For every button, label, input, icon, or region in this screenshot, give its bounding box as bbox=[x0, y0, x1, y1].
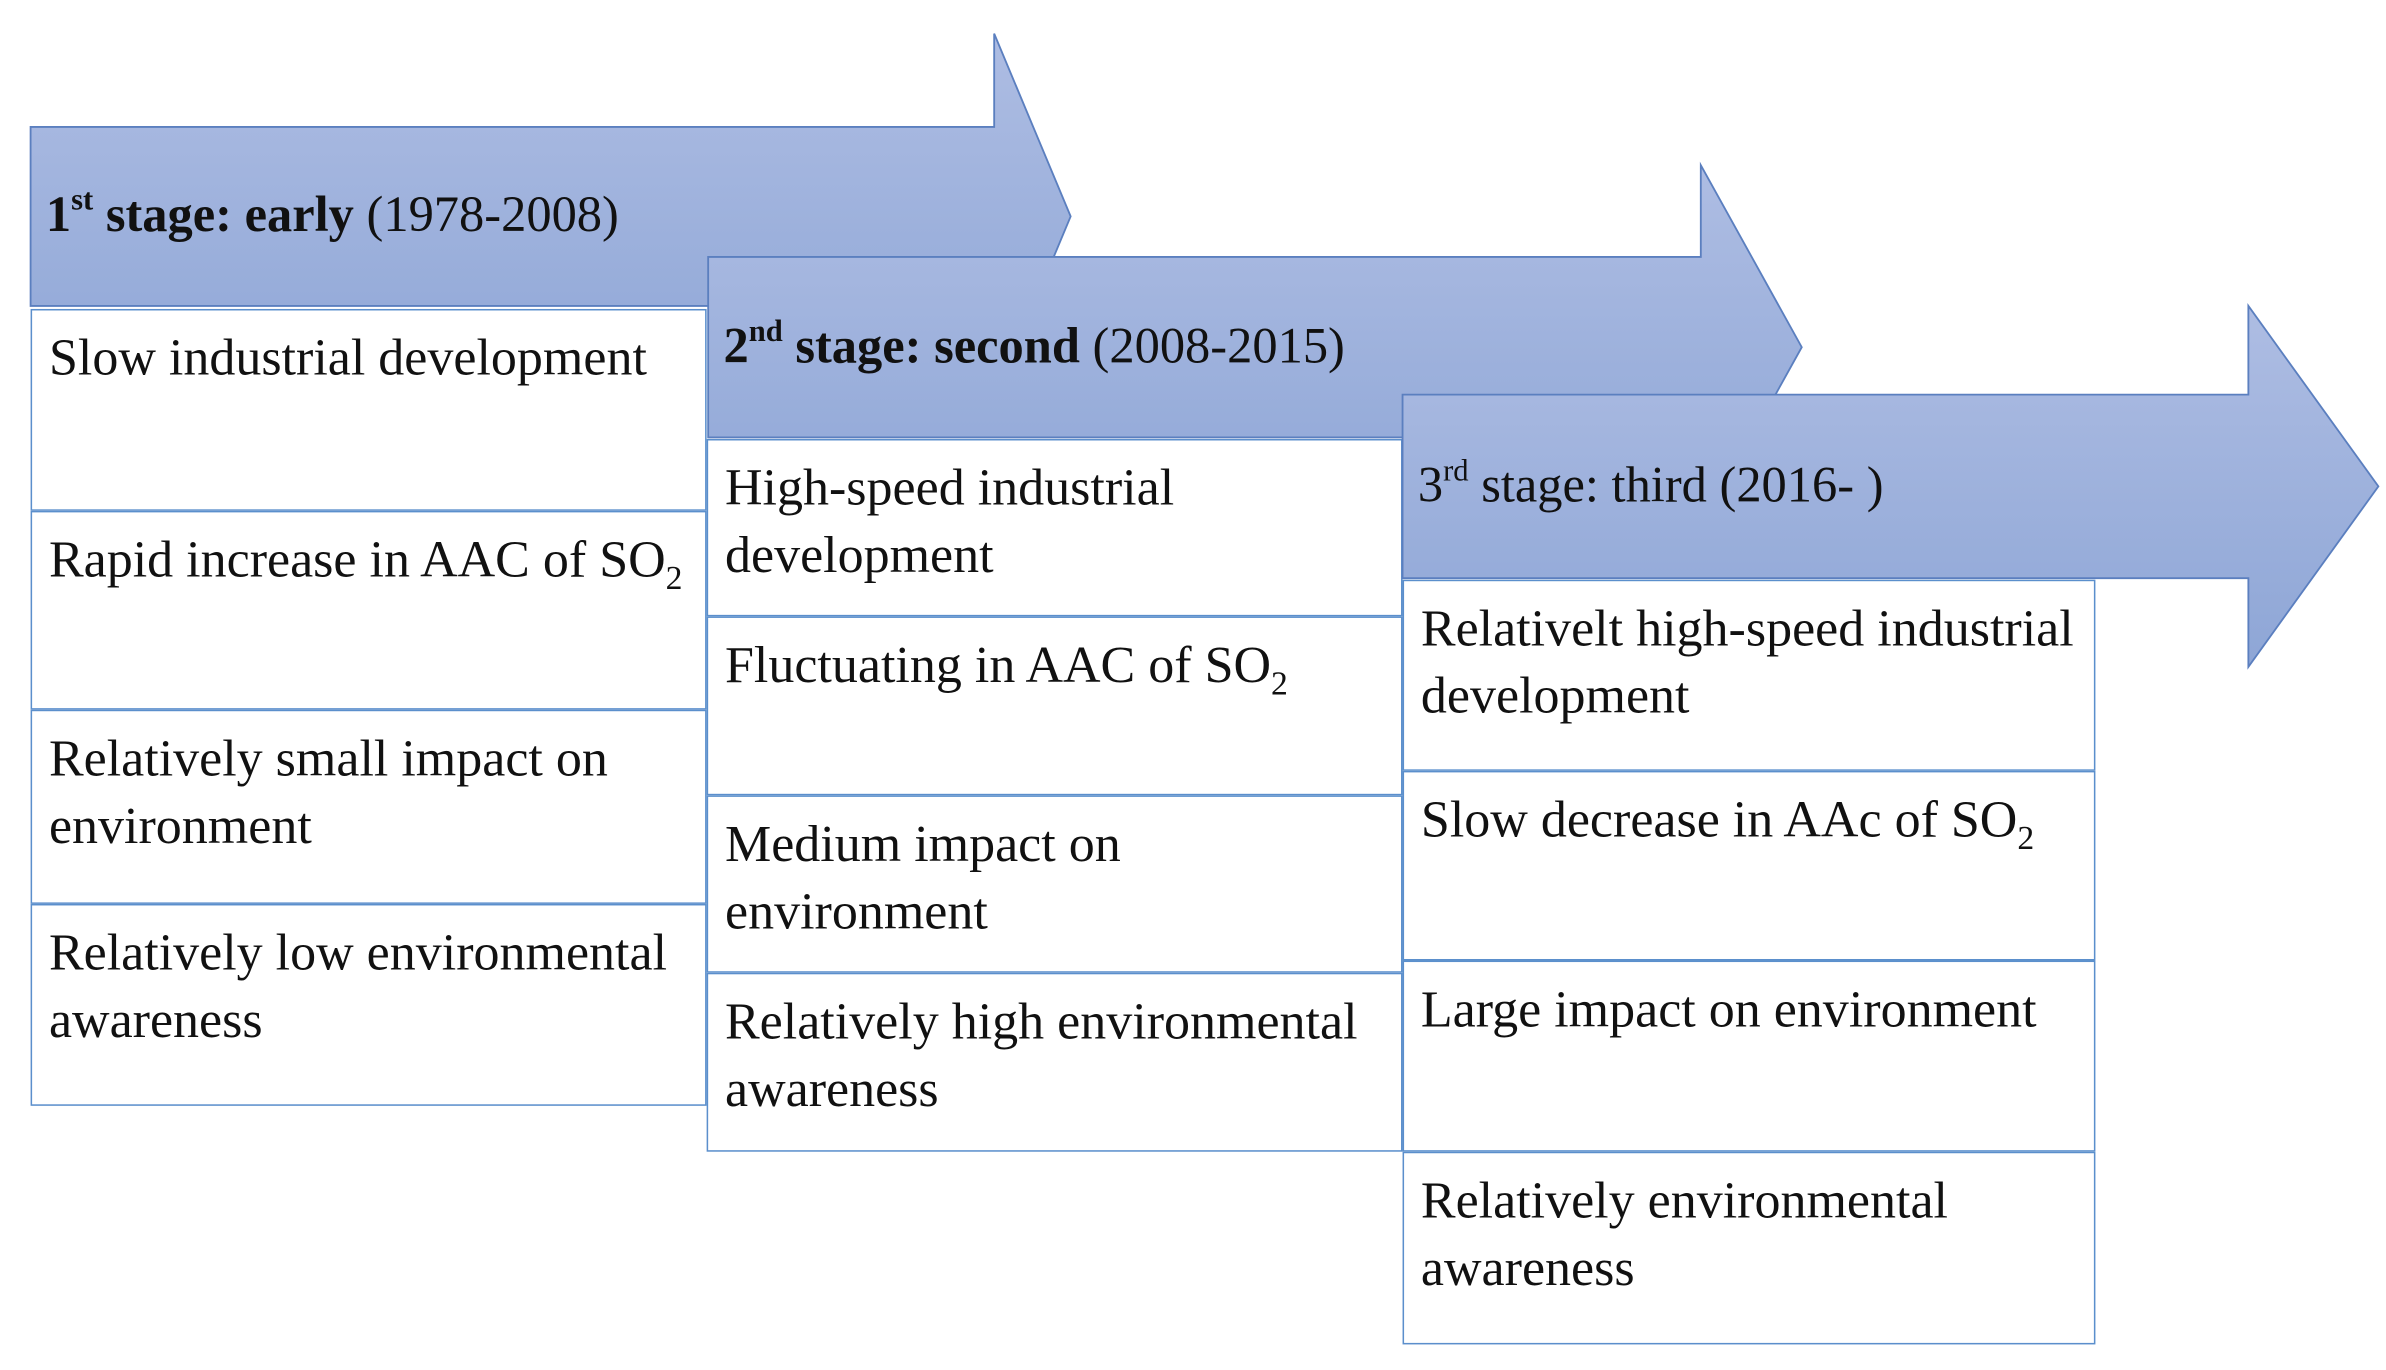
stage-label: 3rd stage: third bbox=[1417, 455, 1707, 515]
stage-item: Medium impact on environment bbox=[706, 795, 1403, 973]
item-text: Relatively low environmental awareness bbox=[48, 925, 668, 1050]
stage-name: stage: second bbox=[795, 318, 1080, 374]
item-text: Relatively high environmental awareness bbox=[724, 994, 1358, 1119]
item-text: High-speed industrial development bbox=[724, 460, 1175, 585]
item-text: Fluctuating in AAC of SO bbox=[724, 637, 1272, 695]
item-text: Large impact on environment bbox=[1420, 981, 2037, 1039]
item-subscript: 2 bbox=[665, 558, 683, 597]
item-text: Rapid increase in AAC of SO bbox=[48, 532, 666, 589]
stage-header: 3rd stage: third (2016- ) bbox=[1418, 395, 1884, 579]
stage-ordinal-suffix: nd bbox=[748, 314, 783, 348]
item-text: Slow decrease in AAc of SO bbox=[1420, 792, 2018, 849]
stage-header: 2nd stage: second (2008-2015) bbox=[723, 257, 1344, 437]
stage-period: (2008-2015) bbox=[1092, 318, 1345, 374]
stage-item: Relativelt high-speed industrial develop… bbox=[1402, 579, 2096, 771]
stage-item: Relatively low environmental awareness bbox=[30, 903, 707, 1106]
stage-ordinal: 3 bbox=[1417, 458, 1444, 514]
stage-header: 1st stage: early (1978-2008) bbox=[46, 127, 619, 306]
stage-name: stage: early bbox=[105, 188, 354, 244]
item-subscript: 2 bbox=[2017, 818, 2035, 857]
stage-period: (2016- ) bbox=[1719, 458, 1884, 514]
stage-name: stage: third bbox=[1481, 458, 1707, 514]
stage-period: (1978-2008) bbox=[366, 188, 619, 244]
stage-item: Relatively high environmental awareness bbox=[706, 972, 1403, 1152]
stage-item: Rapid increase in AAC of SO2 bbox=[30, 510, 707, 710]
item-text: Relatively small impact on environment bbox=[48, 731, 608, 855]
item-subscript: 2 bbox=[1271, 663, 1288, 703]
stage-item: Slow industrial development bbox=[30, 308, 707, 511]
item-text: Medium impact on environment bbox=[724, 816, 1121, 941]
stage-item: Relatively environmental awareness bbox=[1402, 1151, 2096, 1345]
stage-item: Fluctuating in AAC of SO2 bbox=[706, 616, 1403, 796]
stage-ordinal: 2 bbox=[723, 318, 749, 374]
stage-label: 1st stage: early bbox=[45, 185, 354, 245]
stage-label: 2nd stage: second bbox=[723, 316, 1080, 376]
stage-item: Relatively small impact on environment bbox=[30, 709, 707, 904]
item-text: Relatively environmental awareness bbox=[1420, 1173, 1949, 1298]
item-text: Slow industrial development bbox=[48, 330, 647, 387]
stage-ordinal: 1 bbox=[45, 188, 72, 244]
stage-item: High-speed industrial development bbox=[706, 438, 1403, 617]
stage-ordinal-suffix: st bbox=[71, 183, 94, 218]
stage-item: Large impact on environment bbox=[1402, 960, 2096, 1152]
item-text: Relativelt high-speed industrial develop… bbox=[1420, 601, 2074, 725]
stage-item: Slow decrease in AAc of SO2 bbox=[1402, 770, 2096, 961]
stage-ordinal-suffix: rd bbox=[1443, 453, 1469, 488]
